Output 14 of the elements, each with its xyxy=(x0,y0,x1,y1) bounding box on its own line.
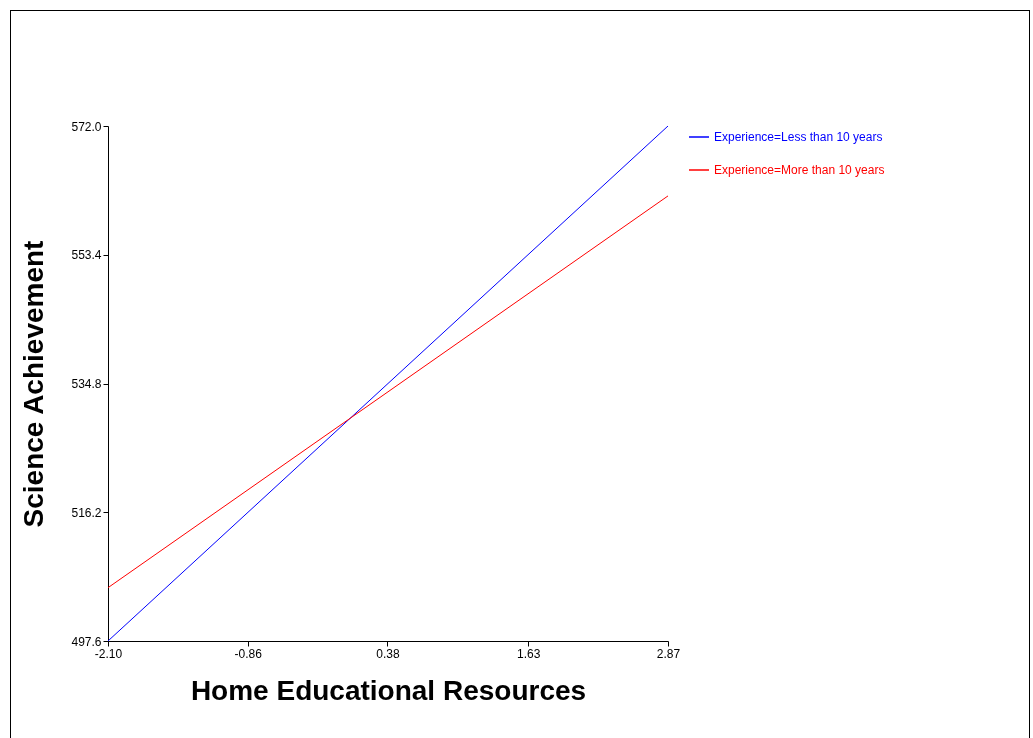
legend-label: Experience=Less than 10 years xyxy=(714,130,883,144)
x-tick-label: 2.87 xyxy=(656,646,681,661)
x-axis-title: Home Educational Resources xyxy=(190,674,587,706)
x-tick-label: 1.63 xyxy=(517,646,541,661)
x-tick-label: 0.38 xyxy=(376,646,400,661)
y-tick-label: 516.2 xyxy=(71,505,102,520)
legend-label: Experience=More than 10 years xyxy=(714,163,885,177)
y-tick-label: 572.0 xyxy=(71,119,102,134)
x-tick-label: -0.86 xyxy=(234,646,263,661)
y-tick-label: 497.6 xyxy=(71,634,102,649)
y-axis-title: Science Achievement xyxy=(18,240,50,528)
y-tick-label: 534.8 xyxy=(71,377,102,391)
y-tick-label: 553.4 xyxy=(71,248,102,263)
x-tick-label: -2.10 xyxy=(94,646,123,661)
